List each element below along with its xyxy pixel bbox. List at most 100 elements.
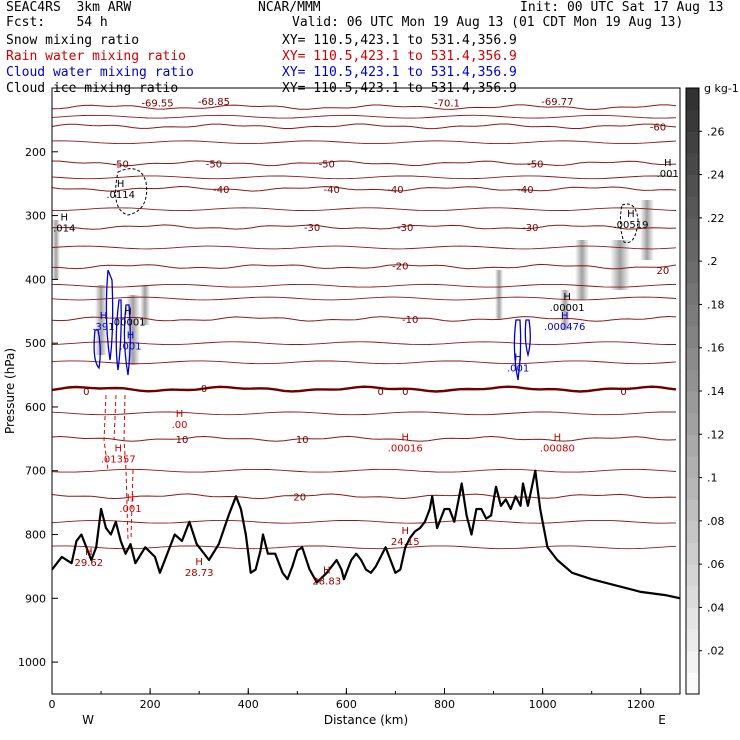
max-marker: H — [401, 432, 409, 443]
colorbar-swatch — [686, 196, 699, 219]
isotherm-label: 0 — [201, 384, 207, 395]
isotherm-0 — [52, 385, 677, 393]
colorbar-tick-label: .12 — [707, 428, 725, 441]
isotherm--20 — [52, 263, 677, 270]
max-marker: H — [514, 353, 522, 364]
field-xy-snow: XY= 110.5,423.1 to 531.4,356.9 — [282, 33, 517, 48]
isotherm-label: -50 — [319, 159, 335, 170]
terrain-line — [52, 469, 680, 600]
shade-cell — [575, 240, 589, 300]
isotherm-label: -70.1 — [434, 99, 460, 110]
max-marker: H — [114, 443, 122, 454]
isotherm-label: 10 — [296, 435, 309, 446]
x-tick-label: 600 — [336, 698, 357, 711]
field-xy-rain: XY= 110.5,423.1 to 531.4,356.9 — [282, 49, 517, 64]
colorbar-unit: g kg-1 — [704, 82, 739, 95]
isotherm-line — [52, 245, 677, 250]
colorbar-swatch — [686, 520, 699, 543]
max-value: .00016 — [388, 443, 423, 454]
isotherm-label: -40 — [213, 185, 229, 196]
max-value: .391 — [92, 322, 114, 333]
colorbar-swatch — [686, 542, 699, 565]
isotherm-label: -40 — [517, 185, 533, 196]
colorbar-swatch — [686, 672, 699, 695]
field-name-cloud-water: Cloud water mixing ratio — [6, 65, 194, 80]
title-line-2: Fcst: 54 h — [6, 15, 108, 30]
colorbar-swatch — [686, 152, 699, 176]
colorbar-tick-label: .22 — [707, 212, 725, 225]
max-marker: H — [85, 547, 93, 558]
y-tick-label: 500 — [25, 337, 46, 350]
ice-contour — [115, 168, 148, 216]
axes: 0 200 400 600 800 1000 12002003004005006007008… — [3, 87, 681, 727]
isotherm-line — [52, 468, 677, 473]
max-value: .00001 — [550, 303, 585, 314]
isotherm-label: -20 — [392, 261, 408, 272]
colorbar-swatch — [686, 88, 699, 111]
isotherm-label: -60 — [650, 122, 666, 133]
y-tick-label: 900 — [25, 592, 46, 605]
isotherm-label: -50 — [113, 159, 129, 170]
x-tick-label: 1200 — [627, 698, 655, 711]
isotherm--10 — [52, 315, 677, 322]
isotherm-label: -10 — [402, 315, 418, 326]
max-marker: H — [100, 311, 108, 322]
y-tick-label: 200 — [25, 146, 46, 159]
max-value: .001 — [119, 341, 141, 352]
isotherm-label: 20 — [656, 266, 669, 277]
colorbar-swatch — [686, 261, 699, 284]
center-label: NCAR/MMM — [258, 0, 321, 15]
isotherm-label: -50 — [527, 159, 543, 170]
x-tick-label: 200 — [140, 698, 161, 711]
max-value: .00 — [172, 420, 188, 431]
max-value: .000476 — [544, 322, 585, 333]
isotherm-line — [52, 545, 677, 550]
isotherm-label: -69.55 — [141, 99, 173, 110]
max-value: 29.62 — [74, 558, 103, 569]
isotherm-label: -30 — [304, 223, 320, 234]
colorbar-tick-label: .26 — [707, 125, 725, 138]
y-tick-label: 800 — [25, 529, 46, 542]
max-value: .00080 — [540, 443, 575, 454]
temperature-contours — [52, 104, 677, 550]
colorbar-swatch — [686, 304, 699, 327]
colorbar-tick-label: .02 — [707, 645, 725, 658]
isotherm-label: -68.85 — [198, 97, 230, 108]
colorbar-swatch — [686, 629, 699, 652]
colorbar-swatch — [686, 434, 699, 457]
shade-cell — [495, 270, 503, 320]
x-end-label-west: W — [82, 713, 94, 727]
max-value: .01357 — [101, 454, 136, 465]
isotherm-label: 0 — [378, 387, 384, 398]
max-marker: H — [61, 212, 69, 223]
y-tick-label: 300 — [25, 210, 46, 223]
title-line-1: SEAC4RS 3km ARW — [6, 0, 132, 15]
isotherm-label: 10 — [176, 435, 189, 446]
isotherm-label: -40 — [323, 185, 339, 196]
y-axis-label: Pressure (hPa) — [3, 348, 17, 434]
max-value: 24.15 — [391, 537, 420, 548]
valid-time: Valid: 06 UTC Mon 19 Aug 13 (01 CDT Mon … — [292, 15, 684, 30]
colorbar-swatch — [686, 109, 699, 132]
isotherm--60 — [52, 123, 677, 130]
colorbar-swatch — [686, 391, 699, 414]
plot-frame — [51, 87, 681, 695]
colorbar-tick-label: .14 — [707, 385, 725, 398]
max-marker: H — [127, 493, 135, 504]
max-marker: H — [627, 209, 635, 220]
colorbar-swatch — [686, 455, 699, 479]
field-name-snow: Snow mixing ratio — [6, 33, 140, 48]
x-end-label-east: E — [658, 713, 666, 727]
colorbar-swatch — [686, 499, 699, 522]
terrain-layer — [52, 469, 680, 600]
shade-cell — [140, 285, 150, 325]
max-marker: H — [176, 409, 184, 420]
colorbar-tick-label: .06 — [707, 558, 725, 571]
x-axis-label: Distance (km) — [324, 713, 408, 727]
max-marker: H — [401, 526, 409, 537]
isotherm-20 — [52, 493, 677, 500]
mixing-ratio-shading — [52, 200, 654, 365]
max-value: .00519 — [613, 220, 648, 231]
max-value: .0114 — [106, 190, 135, 201]
shade-cell — [640, 200, 654, 260]
